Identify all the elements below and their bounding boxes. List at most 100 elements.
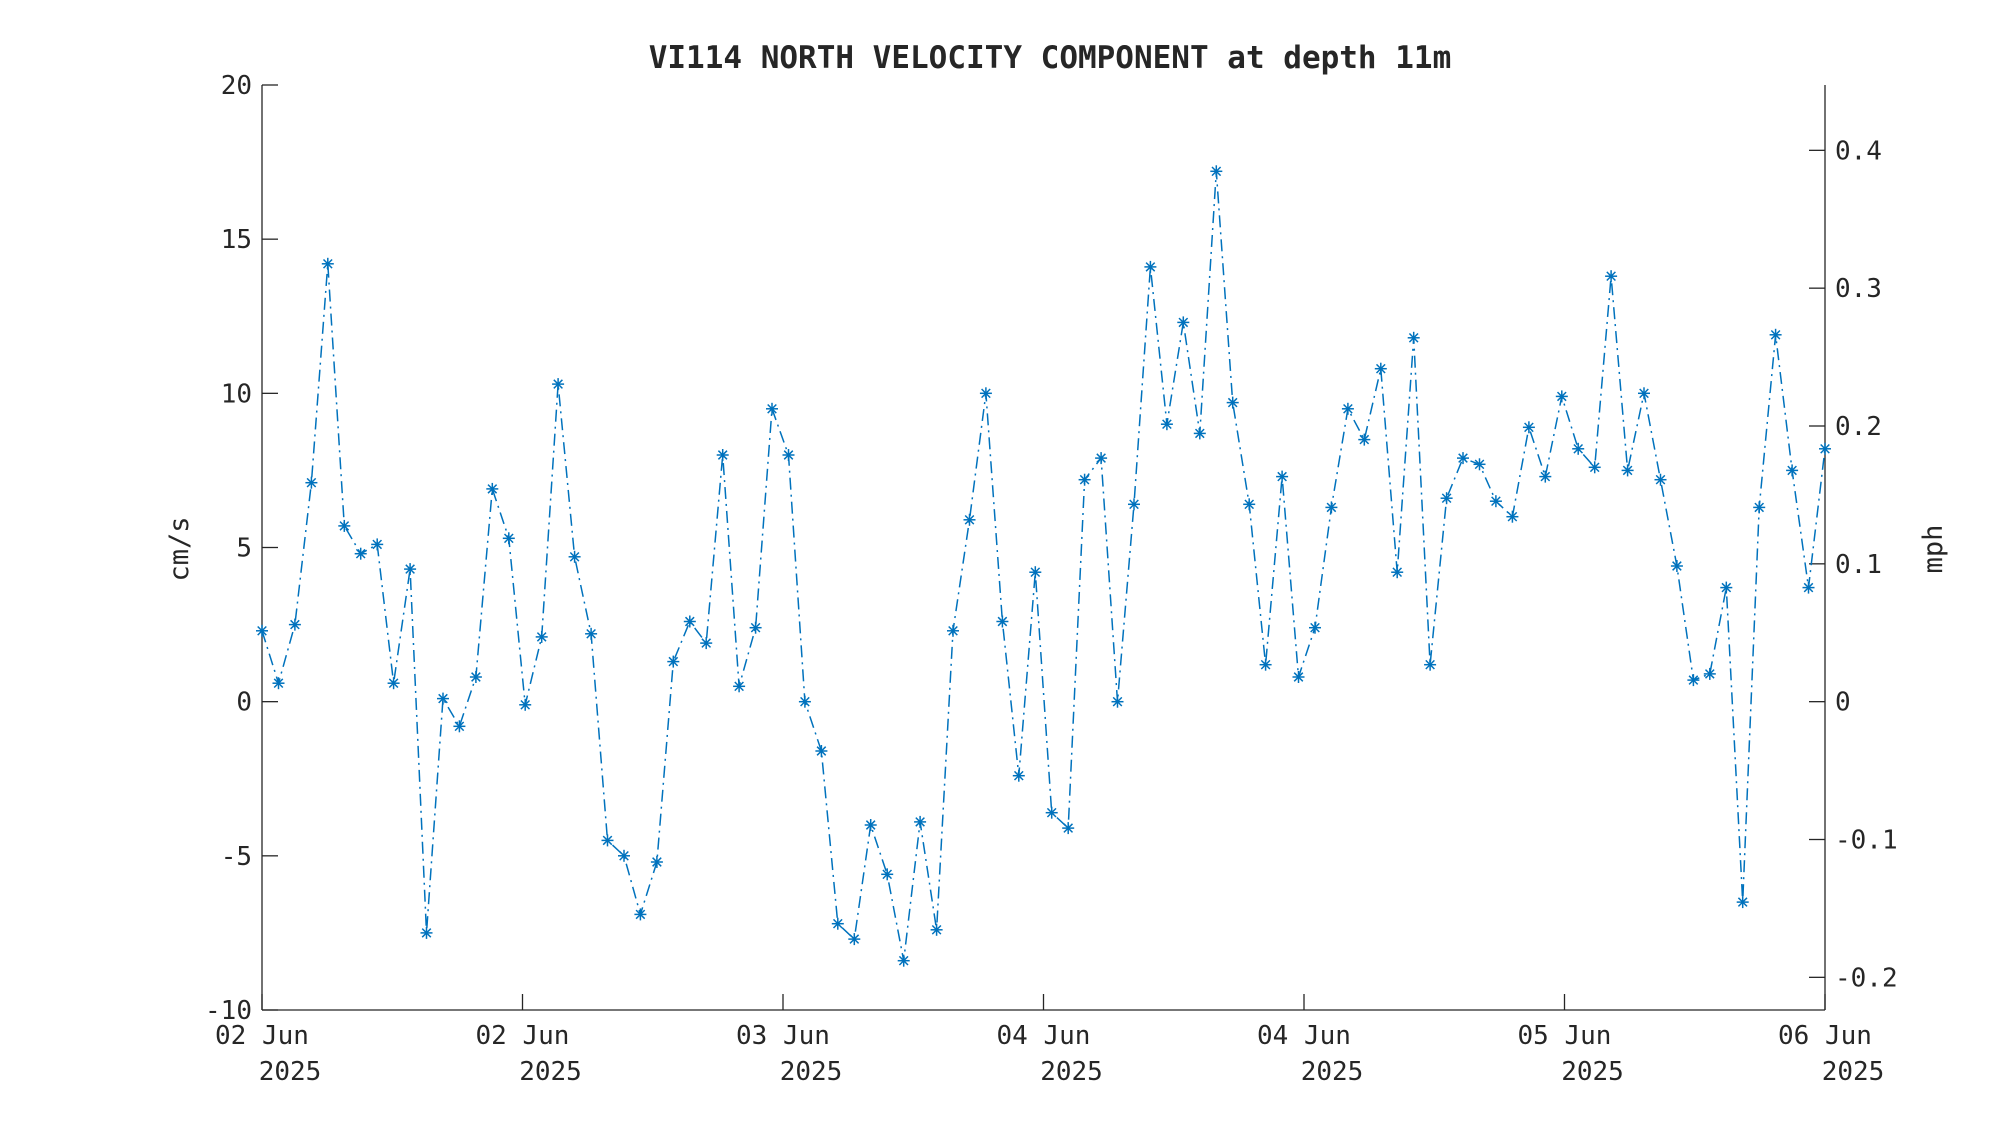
right-tick-label: -0.2 [1835, 963, 1898, 993]
data-point [1489, 495, 1502, 508]
data-point [733, 680, 746, 693]
data-point [1720, 581, 1733, 594]
data-point [897, 954, 910, 967]
data-point [453, 720, 466, 733]
data-point [1539, 470, 1552, 483]
left-tick-label: -10 [205, 996, 252, 1026]
data-point [387, 677, 400, 690]
x-tick-year: 2025 [519, 1057, 582, 1087]
data-point [1440, 492, 1453, 505]
data-point [1670, 560, 1683, 572]
left-axis-label: cm/s [164, 516, 195, 581]
data-point [1654, 473, 1667, 486]
data-point [1457, 452, 1469, 465]
right-axis-label: mph [1918, 525, 1949, 574]
data-point [749, 621, 762, 634]
data-point [1638, 387, 1650, 400]
series-line [261, 171, 1826, 961]
data-point [420, 926, 433, 939]
data-point [1424, 658, 1437, 671]
data-point [535, 630, 548, 643]
data-point [1358, 433, 1371, 446]
data-point [667, 655, 680, 668]
data-point [1703, 667, 1716, 680]
data-point [371, 538, 384, 551]
data-point [1753, 501, 1766, 514]
data-point [947, 624, 959, 637]
x-tick-year: 2025 [1822, 1057, 1885, 1087]
x-tick-label: 05 Jun [1518, 1021, 1612, 1051]
data-point [1128, 498, 1140, 511]
data-point [502, 532, 515, 545]
data-point [996, 615, 1009, 628]
data-point [1160, 418, 1173, 431]
data-point [1374, 362, 1387, 375]
data-point [930, 923, 943, 936]
data-point [1819, 442, 1831, 455]
x-tick-year: 2025 [780, 1057, 843, 1087]
data-point [848, 933, 861, 946]
data-point [1062, 822, 1075, 835]
x-tick-label: 04 Jun [1257, 1021, 1351, 1051]
data-point [1786, 464, 1799, 477]
data-point [256, 624, 268, 637]
data-point [338, 519, 351, 532]
data-point [1095, 452, 1108, 465]
data-point [766, 402, 778, 415]
data-point [437, 692, 449, 705]
data-point [1259, 658, 1272, 671]
data-point [831, 917, 844, 930]
data-point [1045, 806, 1058, 819]
data-point [634, 908, 647, 921]
data-point [1292, 671, 1305, 683]
data-point [1144, 260, 1157, 273]
data-point [1522, 421, 1535, 434]
data-point [1391, 566, 1404, 579]
data-point [963, 513, 976, 526]
left-tick-label: 20 [221, 71, 252, 101]
data-point [469, 671, 482, 683]
x-tick-year: 2025 [259, 1057, 322, 1087]
data-point [1341, 402, 1354, 415]
data-point [782, 449, 795, 461]
plot-axes [261, 85, 1826, 1011]
right-tick-label: 0 [1835, 688, 1851, 718]
data-point [1555, 390, 1568, 403]
data-point [601, 834, 614, 847]
data-point [881, 868, 894, 881]
x-tick-label: 02 Jun [215, 1021, 309, 1051]
x-tick-label: 02 Jun [476, 1021, 570, 1051]
data-point [1621, 464, 1634, 477]
left-tick-label: 0 [236, 688, 252, 718]
series-group [256, 165, 1831, 967]
x-tick-year: 2025 [1040, 1057, 1103, 1087]
right-tick-label: 0.4 [1835, 136, 1882, 166]
data-point [1111, 695, 1124, 708]
x-tick-year: 2025 [1301, 1057, 1364, 1087]
data-point [486, 482, 499, 495]
data-point [618, 849, 630, 862]
right-tick-label: 0.3 [1835, 274, 1882, 304]
left-tick-label: 10 [221, 379, 252, 409]
data-point [1407, 331, 1420, 344]
chart-title: VI114 NORTH VELOCITY COMPONENT at depth … [649, 40, 1452, 76]
data-point [700, 637, 713, 650]
data-point [914, 815, 927, 828]
x-tick-year: 2025 [1561, 1057, 1624, 1087]
data-point [1309, 621, 1321, 634]
data-point [568, 550, 581, 563]
data-point [1012, 769, 1025, 782]
data-point [305, 476, 318, 489]
data-point [1605, 270, 1618, 283]
x-axis: 02 Jun 2025 02 Jun 2025 03 Jun 2025 04 Jun 2025… [215, 994, 1884, 1087]
data-point [979, 387, 992, 400]
data-point [404, 563, 417, 576]
data-point [1078, 473, 1091, 486]
data-point [650, 856, 663, 868]
data-point [683, 615, 696, 628]
left-tick-label: 5 [236, 534, 252, 564]
data-point [272, 677, 285, 690]
data-point [1572, 442, 1585, 455]
data-point [1276, 470, 1289, 483]
